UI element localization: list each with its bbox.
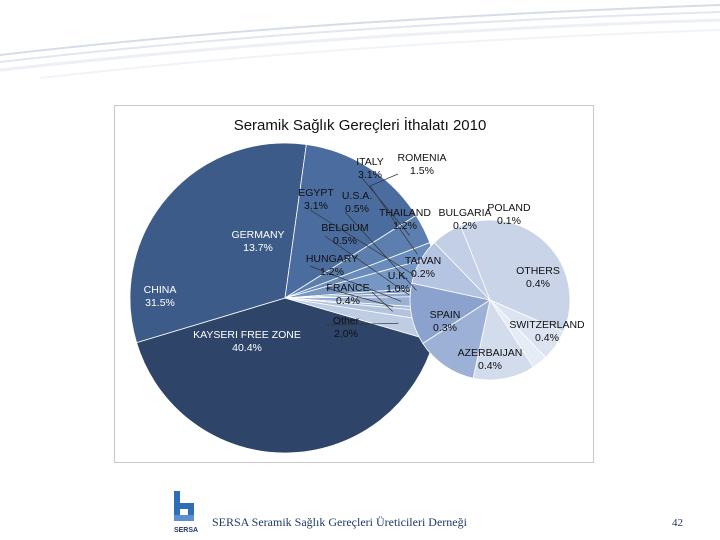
pie-label-france: FRANCE 0.4%	[326, 282, 369, 307]
pie-leader-romenia	[369, 173, 418, 255]
pie-label-other: Other 2.0%	[333, 315, 360, 340]
pie-label-romenia: ROMENIA 1.5%	[397, 152, 446, 177]
header-decoration	[0, 4, 720, 79]
breakout-slice-others	[472, 298, 534, 381]
pie-label-italy: ITALY 3.1%	[356, 156, 384, 181]
page-number: 42	[672, 517, 683, 529]
breakout-label-others: OTHERS 0.4%	[516, 265, 560, 290]
breakout-label-spain: SPAIN 0.3%	[430, 309, 461, 334]
pie-leader-belgium	[324, 235, 410, 296]
sersa-logo: SERSA	[174, 491, 198, 534]
breakout-label-bulgaria: BULGARIA 0.2%	[438, 207, 491, 232]
breakout-slice-thailand	[460, 219, 571, 333]
breakout-label-taivan: TAIVAN 0.2%	[405, 255, 441, 280]
pie-leader-france	[325, 287, 394, 307]
pie-label-egypt: EGYPT 3.1%	[298, 187, 334, 212]
pie-leader-egypt	[309, 209, 416, 276]
logo-text: SERSA	[174, 527, 198, 534]
chart-title: Seramik Sağlık Gereçleri İthalatı 2010	[233, 117, 487, 134]
pie-label-u-k: U.K. 1.0%	[386, 270, 410, 295]
breakout-label-thailand: THAILAND 1.2%	[379, 207, 431, 232]
pie-label-kayseri-free-zone: KAYSERI FREE ZONE 40.4%	[193, 329, 301, 354]
footer-organization: SERSA Seramik Sağlık Gereçleri Üreticile…	[212, 515, 467, 529]
breakout-label-poland: POLAND 0.1%	[487, 202, 531, 227]
pie-leader-u-k	[371, 291, 393, 312]
pie-label-china: CHINA 31.5%	[144, 284, 177, 309]
pie-leader-other	[325, 322, 399, 326]
pie-slice-germany	[284, 144, 417, 299]
breakout-label-azerbaijan: AZERBAIJAN 0.4%	[458, 347, 523, 372]
breakout-slice-switzerland	[422, 299, 491, 379]
pie-label-belgium: BELGIUM 0.5%	[321, 222, 368, 247]
pie-leader-italy	[361, 177, 411, 236]
breakout-slice-azerbaijan	[409, 282, 492, 344]
pie-label-hungary: HUNGARY 1.2%	[306, 253, 358, 278]
pie-slice-kayseri-free-zone	[136, 297, 435, 454]
pie-slice-china	[129, 142, 307, 344]
pie-leader-u-s-a	[344, 211, 417, 291]
pie-label-germany: GERMANY 13.7%	[231, 229, 284, 254]
pie-leader-hungary	[309, 265, 402, 302]
breakout-label-switzerland: SWITZERLAND 0.4%	[509, 319, 585, 344]
breakout-slice-taivan	[433, 225, 491, 301]
pie-label-u-s-a: U.S.A. 0.5%	[342, 190, 372, 215]
